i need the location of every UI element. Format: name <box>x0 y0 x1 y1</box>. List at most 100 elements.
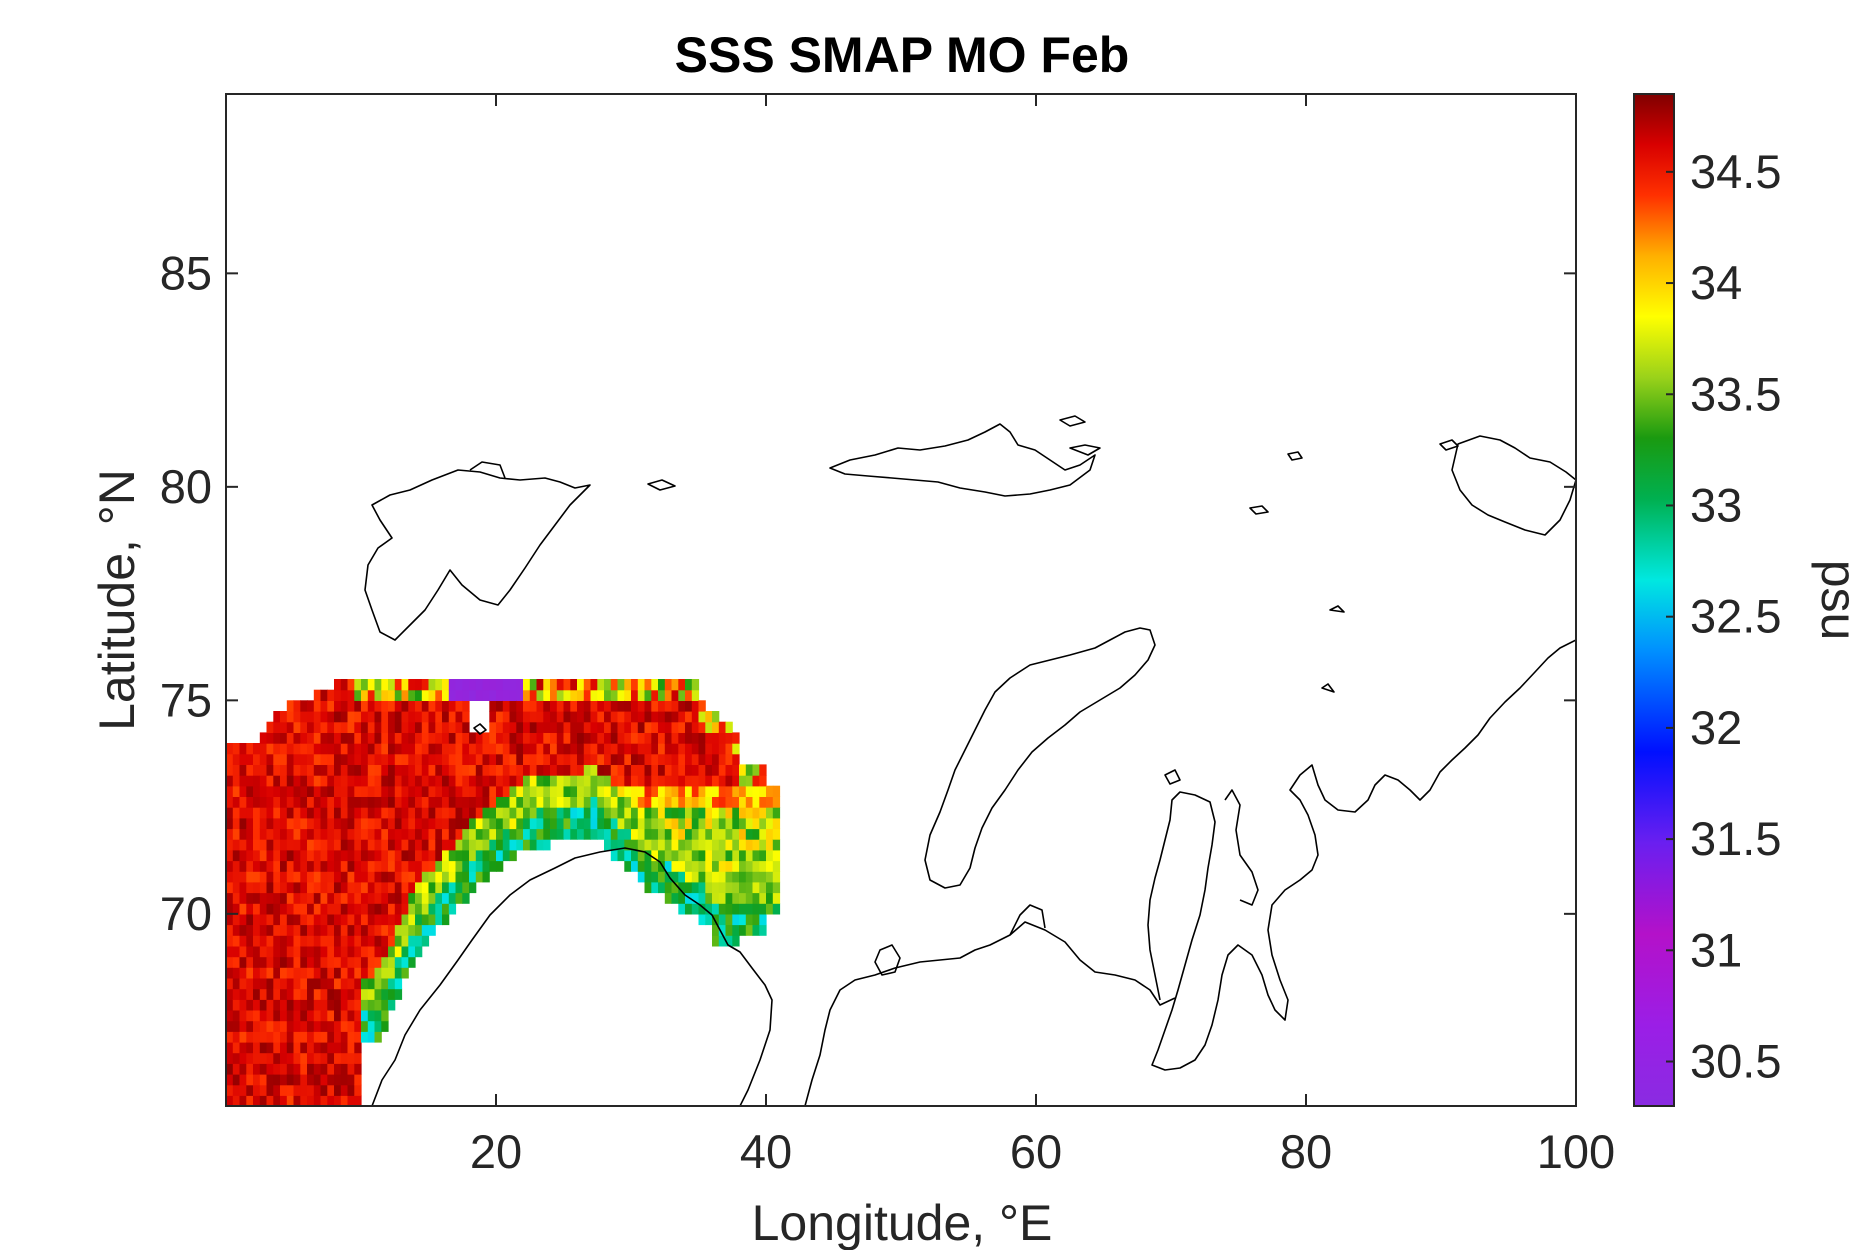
heatmap-cell <box>266 881 274 894</box>
heatmap-cell <box>698 871 706 883</box>
heatmap-cell <box>361 1020 369 1032</box>
heatmap-cell <box>340 732 349 744</box>
heatmap-cell <box>381 871 389 883</box>
heatmap-cell <box>394 743 403 755</box>
heatmap-cell <box>367 689 376 701</box>
heatmap-cell <box>259 999 268 1011</box>
heatmap-cell <box>718 913 727 926</box>
heatmap-cell <box>658 860 666 872</box>
heatmap-cell <box>259 1084 268 1096</box>
heatmap-cell <box>374 967 382 979</box>
heatmap-cell <box>340 807 349 819</box>
heatmap-cell <box>293 796 301 808</box>
heatmap-cell <box>496 828 504 840</box>
heatmap-cell <box>239 988 247 1000</box>
heatmap-cell <box>253 817 261 830</box>
heatmap-cell <box>583 732 592 744</box>
heatmap-cell <box>766 817 774 830</box>
heatmap-cell <box>307 1052 315 1064</box>
heatmap-cell <box>259 956 268 968</box>
heatmap-cell <box>563 764 571 776</box>
heatmap-cell <box>698 849 706 862</box>
heatmap-cell <box>678 839 686 851</box>
heatmap-cell <box>644 775 652 787</box>
heatmap-cell <box>232 849 241 862</box>
heatmap-cell <box>347 1084 355 1096</box>
heatmap-cell <box>651 711 659 723</box>
heatmap-cell <box>334 924 342 936</box>
heatmap-cell <box>286 967 295 979</box>
heatmap-cell <box>570 700 578 712</box>
heatmap-cell <box>712 711 720 723</box>
heatmap-cell <box>273 903 281 915</box>
heatmap-cell <box>226 1095 234 1106</box>
heatmap-cell <box>745 860 754 872</box>
heatmap-cell <box>712 817 720 830</box>
heatmap-cell <box>509 839 517 851</box>
heatmap-cell <box>732 785 740 797</box>
heatmap-cell <box>293 913 301 926</box>
heatmap-cell <box>475 871 484 883</box>
heatmap-cell <box>361 1009 369 1022</box>
heatmap-cell <box>401 700 409 712</box>
heatmap-cell <box>361 711 369 723</box>
heatmap-cell <box>651 860 659 872</box>
heatmap-cell <box>705 807 713 819</box>
heatmap-cell <box>712 764 720 776</box>
heatmap-cell <box>712 849 720 862</box>
heatmap-cell <box>732 775 740 787</box>
heatmap-cell <box>475 753 484 765</box>
heatmap-cell <box>381 967 389 979</box>
heatmap-cell <box>394 711 403 723</box>
heatmap-cell <box>725 807 733 819</box>
heatmap-cell <box>705 839 713 851</box>
heatmap-cell <box>502 689 511 701</box>
heatmap-cell <box>759 764 767 776</box>
heatmap-cell <box>266 764 274 776</box>
heatmap-cell <box>280 977 288 990</box>
heatmap-cell <box>516 700 524 712</box>
heatmap-cell <box>442 775 450 787</box>
heatmap-cell <box>320 1063 328 1075</box>
heatmap-cell <box>273 913 281 926</box>
heatmap-cell <box>482 860 490 872</box>
heatmap-cell <box>340 956 349 968</box>
heatmap-cell <box>401 785 409 797</box>
heatmap-cell <box>685 903 693 915</box>
heatmap-cell <box>428 871 436 883</box>
heatmap-cell <box>226 849 234 862</box>
heatmap-cell <box>725 860 733 872</box>
heatmap-cell <box>367 721 376 733</box>
heatmap-cell <box>239 817 247 830</box>
heatmap-cell <box>637 711 646 723</box>
heatmap-cell <box>415 924 423 936</box>
heatmap-cell <box>671 732 679 744</box>
heatmap-cell <box>246 956 254 968</box>
heatmap-cell <box>442 796 450 808</box>
heatmap-cell <box>469 860 477 872</box>
heatmap-cell <box>266 828 274 840</box>
heatmap-cell <box>334 956 342 968</box>
heatmap-cell <box>381 860 389 872</box>
heatmap-cell <box>320 817 328 830</box>
heatmap-cell <box>428 700 436 712</box>
heatmap-cell <box>226 892 234 904</box>
heatmap-cell <box>394 689 403 701</box>
heatmap-cell <box>772 849 781 862</box>
heatmap-cell <box>448 721 457 733</box>
heatmap-cell <box>361 999 369 1011</box>
heatmap-cell <box>300 967 308 979</box>
heatmap-cell <box>604 796 612 808</box>
heatmap-cell <box>313 764 322 776</box>
heatmap-cell <box>435 807 443 819</box>
heatmap-cell <box>286 817 295 830</box>
heatmap-cell <box>367 913 376 926</box>
heatmap-cell <box>590 732 598 744</box>
heatmap-cell <box>394 775 403 787</box>
heatmap-cell <box>725 796 733 808</box>
heatmap-cell <box>772 828 781 840</box>
heatmap-cell <box>286 881 295 894</box>
heatmap-cell <box>570 679 578 691</box>
heatmap-cell <box>280 764 288 776</box>
heatmap-cell <box>401 935 409 947</box>
